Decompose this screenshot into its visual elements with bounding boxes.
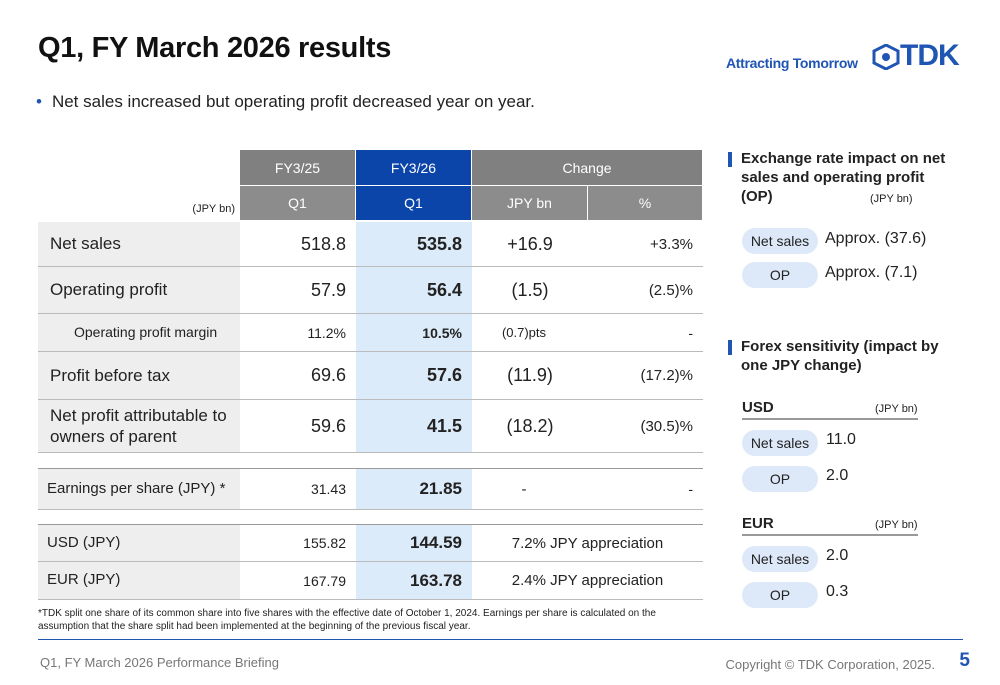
cell: 11.2% bbox=[240, 314, 356, 352]
cell: 155.82 bbox=[240, 524, 356, 562]
cell: 10.5% bbox=[356, 314, 472, 352]
column-subheader: % bbox=[588, 185, 703, 220]
footer-left: Q1, FY March 2026 Performance Briefing bbox=[40, 654, 279, 670]
copyright: Copyright © TDK Corporation, 2025. bbox=[725, 656, 936, 672]
cell: (1.5) bbox=[472, 267, 588, 314]
cell: 21.85 bbox=[356, 468, 472, 510]
pill: Net sales bbox=[742, 430, 818, 456]
cell: (0.7)pts bbox=[472, 314, 588, 352]
logo: TDK bbox=[900, 39, 960, 72]
cell: +16.9 bbox=[472, 222, 588, 267]
row-label: Net sales bbox=[38, 222, 240, 267]
row-label: Earnings per share (JPY) * bbox=[38, 468, 240, 510]
side-title: Forex sensitivity (impact by one JPY cha… bbox=[728, 338, 956, 378]
currency: USD bbox=[742, 398, 774, 416]
column-subheader: JPY bn bbox=[472, 185, 588, 220]
row-label: Operating profit margin bbox=[38, 314, 240, 352]
cell: 167.79 bbox=[240, 562, 356, 600]
cell: 41.5 bbox=[356, 400, 472, 453]
pill: OP bbox=[742, 582, 818, 608]
cell: 7.2% JPY appreciation bbox=[472, 524, 703, 562]
column-header: FY3/25 bbox=[240, 150, 356, 185]
pill: Net sales bbox=[742, 546, 818, 572]
footer-line bbox=[38, 639, 963, 640]
side-value: Approx. (7.1) bbox=[825, 264, 918, 281]
side-value: 2.0 bbox=[826, 467, 849, 484]
side-unit: (JPY bn) bbox=[870, 193, 913, 205]
column-subheader: Q1 bbox=[240, 185, 356, 220]
table-unit: (JPY bn) bbox=[192, 203, 235, 215]
cell: (17.2)% bbox=[588, 352, 703, 400]
divider bbox=[742, 534, 918, 536]
title: Q1, FY March 2026 results bbox=[38, 31, 392, 64]
column-header: Change bbox=[472, 150, 703, 185]
cell: +3.3% bbox=[588, 222, 703, 267]
pill: Net sales bbox=[742, 228, 818, 254]
cell: - bbox=[588, 314, 703, 352]
currency-unit: (JPY bn) bbox=[875, 403, 918, 415]
side-value: 0.3 bbox=[826, 583, 849, 600]
cell: 518.8 bbox=[240, 222, 356, 267]
side-value: 2.0 bbox=[826, 547, 849, 564]
cell: (2.5)% bbox=[588, 267, 703, 314]
cell: 163.78 bbox=[356, 562, 472, 600]
cell: 144.59 bbox=[356, 524, 472, 562]
pill: OP bbox=[742, 262, 818, 288]
cell: (11.9) bbox=[472, 352, 588, 400]
cell: 535.8 bbox=[356, 222, 472, 267]
currency: EUR bbox=[742, 514, 774, 532]
cell: 57.6 bbox=[356, 352, 472, 400]
row-label: Net profit attributable to owners of par… bbox=[38, 400, 240, 453]
page-number: 5 bbox=[959, 650, 970, 671]
cell: 59.6 bbox=[240, 400, 356, 453]
cell: (18.2) bbox=[472, 400, 588, 453]
divider bbox=[742, 418, 918, 420]
footnote: *TDK split one share of its common share… bbox=[38, 608, 656, 632]
cell: 31.43 bbox=[240, 468, 356, 510]
side-title: Exchange rate impact on net sales and op… bbox=[728, 150, 956, 208]
cell: - bbox=[588, 468, 703, 510]
side-value: 11.0 bbox=[826, 431, 856, 448]
cell: 2.4% JPY appreciation bbox=[472, 562, 703, 600]
cell: 57.9 bbox=[240, 267, 356, 314]
currency-unit: (JPY bn) bbox=[875, 519, 918, 531]
row-label: Operating profit bbox=[38, 267, 240, 314]
cell: 69.6 bbox=[240, 352, 356, 400]
logo-mark bbox=[872, 44, 900, 70]
cell: - bbox=[472, 468, 588, 510]
row-label: Profit before tax bbox=[38, 352, 240, 400]
cell: (30.5)% bbox=[588, 400, 703, 453]
bullet: Net sales increased but operating profit… bbox=[36, 90, 636, 114]
pill: OP bbox=[742, 466, 818, 492]
row-label: EUR (JPY) bbox=[38, 562, 240, 600]
cell: 56.4 bbox=[356, 267, 472, 314]
side-value: Approx. (37.6) bbox=[825, 230, 927, 247]
column-header: FY3/26 bbox=[356, 150, 472, 185]
tagline: Attracting Tomorrow bbox=[726, 55, 858, 71]
column-subheader: Q1 bbox=[356, 185, 472, 220]
row-label: USD (JPY) bbox=[38, 524, 240, 562]
